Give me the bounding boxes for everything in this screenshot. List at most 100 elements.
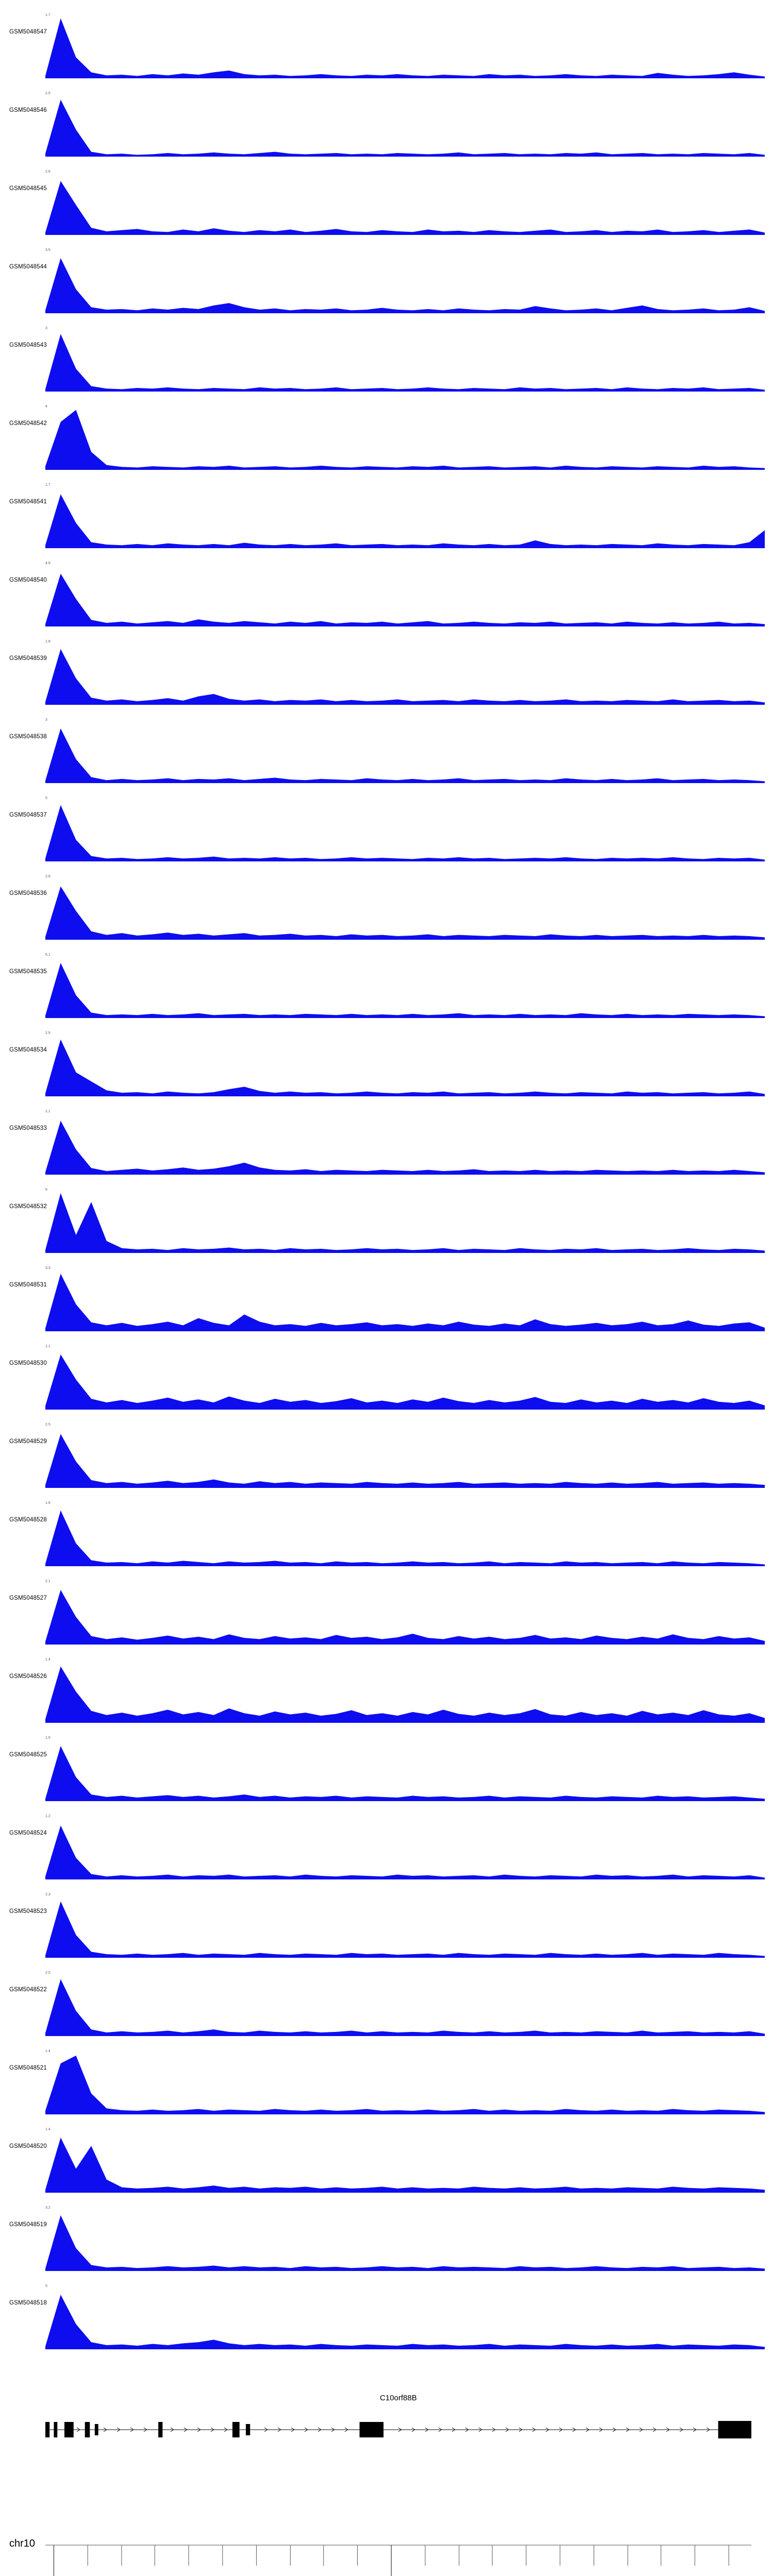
strand-arrow-icon	[331, 2427, 335, 2432]
track-ymax-label: 1.5	[45, 1736, 51, 1740]
coverage-area	[45, 18, 765, 78]
coverage-plot: 2.3	[45, 1893, 765, 1958]
coverage-plot: 4.6	[45, 562, 765, 626]
coverage-area-shape	[45, 1274, 765, 1331]
strand-arrow-icon	[277, 2427, 281, 2432]
track-row: GSM5048525 1.5	[0, 1736, 773, 1815]
track-row: GSM5048528 1.6	[0, 1501, 773, 1580]
strand-arrow-icon	[317, 2427, 322, 2432]
strand-arrow-icon	[626, 2427, 630, 2432]
coverage-tracks: GSM5048547 1.7 GSM5048546 2.5 GSM5048545 2.6 G…	[0, 13, 773, 2349]
strand-arrow-icon	[599, 2427, 603, 2432]
coverage-plot: 3	[45, 718, 765, 783]
coverage-area	[45, 1825, 765, 1879]
track-ymax-label: 2.1	[45, 1580, 51, 1583]
coverage-area	[45, 728, 765, 783]
track-sample-label: GSM5048539	[9, 655, 47, 662]
coverage-area-shape	[45, 1745, 765, 1801]
track-sample-label: GSM5048519	[9, 2222, 47, 2228]
coverage-area	[45, 805, 765, 861]
track-ymax-label: 1.6	[45, 1501, 51, 1505]
strand-arrow-icon	[425, 2427, 429, 2432]
strand-arrow-icon	[559, 2427, 563, 2432]
coverage-area-shape	[45, 258, 765, 313]
track-ymax-label: 2.1	[45, 1110, 51, 1113]
coverage-plot: 2.6	[45, 170, 765, 235]
track-ymax-label: 2.6	[45, 170, 51, 174]
track-sample-label: GSM5048531	[9, 1282, 47, 1288]
coverage-plot: 3.3	[45, 1266, 765, 1331]
track-row: GSM5048519 3.2	[0, 2206, 773, 2284]
gene-track: C10orf88B	[0, 2394, 773, 2448]
track-row: GSM5048544 3.5	[0, 248, 773, 327]
track-sample-label: GSM5048518	[9, 2300, 47, 2306]
gene-model	[45, 2421, 751, 2438]
track-sample-label: GSM5048521	[9, 2065, 47, 2071]
track-row: GSM5048534 2.5	[0, 1031, 773, 1110]
coverage-plot: 1.7	[45, 483, 765, 548]
track-ymax-label: 3.5	[45, 248, 51, 252]
coverage-area-shape	[45, 1193, 765, 1253]
coverage-plot: 1.4	[45, 2128, 765, 2193]
track-sample-label: GSM5048533	[9, 1125, 47, 1131]
coverage-plot: 5	[45, 796, 765, 861]
track-row: GSM5048543 3	[0, 327, 773, 405]
track-sample-label: GSM5048542	[9, 420, 47, 427]
strand-arrow-icon	[264, 2427, 268, 2432]
track-row: GSM5048545 2.6	[0, 170, 773, 248]
track-sample-label: GSM5048543	[9, 342, 47, 348]
coverage-plot: 1.2	[45, 1815, 765, 1879]
strand-arrow-icon	[612, 2427, 616, 2432]
coverage-area	[45, 1121, 765, 1175]
exon-box	[54, 2422, 58, 2437]
track-ymax-label: 3.2	[45, 2206, 51, 2210]
coverage-area-shape	[45, 573, 765, 626]
coverage-area	[45, 1434, 765, 1488]
track-sample-label: GSM5048522	[9, 1987, 47, 1993]
coverage-area-shape	[45, 1121, 765, 1175]
track-row: GSM5048536 2.6	[0, 875, 773, 953]
coverage-area-shape	[45, 18, 765, 78]
coverage-area-shape	[45, 1590, 765, 1645]
strand-arrow-icon	[344, 2427, 348, 2432]
coverage-area-shape	[45, 1825, 765, 1879]
track-sample-label: GSM5048535	[9, 969, 47, 975]
track-sample-label: GSM5048537	[9, 812, 47, 818]
track-ymax-label: 5	[45, 2284, 47, 2288]
track-row: GSM5048530 1.1	[0, 1345, 773, 1423]
coverage-plot: 2.1	[45, 1110, 765, 1175]
strand-arrow-icon	[693, 2427, 697, 2432]
coverage-area	[45, 2295, 765, 2349]
coverage-area	[45, 1590, 765, 1645]
genome-axis: chr10 122.88Mb122.89Mb	[0, 2538, 773, 2576]
strand-arrow-icon	[170, 2427, 174, 2432]
track-row: GSM5048540 4.6	[0, 562, 773, 640]
track-row: GSM5048524 1.2	[0, 1815, 773, 1893]
track-row: GSM5048529 2.5	[0, 1423, 773, 1501]
track-sample-label: GSM5048541	[9, 499, 47, 505]
strand-arrow-icon	[492, 2427, 496, 2432]
coverage-area-shape	[45, 334, 765, 392]
coverage-area-shape	[45, 805, 765, 861]
track-row: GSM5048542 4	[0, 405, 773, 483]
coverage-plot: 2.5	[45, 92, 765, 157]
coverage-area-shape	[45, 728, 765, 783]
track-row: GSM5048538 3	[0, 718, 773, 796]
strand-arrow-icon	[438, 2427, 442, 2432]
coverage-area-shape	[45, 1979, 765, 2036]
track-row: GSM5048539 1.8	[0, 640, 773, 718]
coverage-area	[45, 1979, 765, 2036]
coverage-area	[45, 334, 765, 392]
track-ymax-label: 1.7	[45, 13, 51, 17]
strand-arrow-icon	[572, 2427, 576, 2432]
coverage-area-shape	[45, 1901, 765, 1958]
gene-name-label: C10orf88B	[380, 2394, 417, 2402]
strand-arrow-icon	[143, 2427, 147, 2432]
coverage-area	[45, 181, 765, 235]
strand-arrow-icon	[451, 2427, 456, 2432]
strand-arrow-icon	[478, 2427, 482, 2432]
coverage-area	[45, 1666, 765, 1723]
strand-arrow-icon	[666, 2427, 670, 2432]
track-row: GSM5048541 1.7	[0, 483, 773, 562]
track-ymax-label: 1.2	[45, 1815, 51, 1818]
